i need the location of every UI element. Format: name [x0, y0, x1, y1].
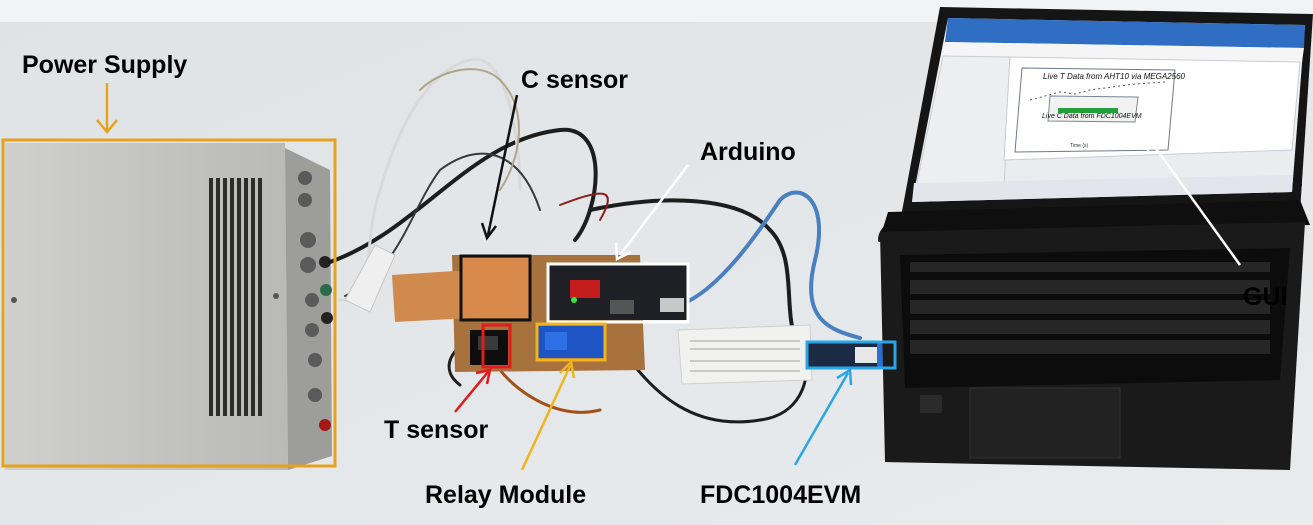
- relay-arrow: [520, 365, 572, 471]
- t-sensor-box: [481, 323, 512, 369]
- t-sensor-arrow: [454, 371, 489, 413]
- power-supply-box: [1, 138, 337, 468]
- screen-axis-label: Time (s): [1070, 143, 1088, 149]
- t-sensor-label: T sensor: [384, 416, 489, 444]
- gui-label: GUI: [1243, 283, 1288, 311]
- arduino-box: [546, 262, 690, 324]
- screen-plot-subtitle: Live C Data from FDC1004EVM: [1042, 113, 1142, 120]
- c-sensor-box: [459, 254, 532, 322]
- fdc1004evm-label: FDC1004EVM: [700, 481, 862, 509]
- power-supply-label: Power Supply: [22, 51, 188, 79]
- fdc-arrow: [793, 372, 850, 466]
- arduino-label: Arduino: [700, 138, 796, 166]
- screen-plot-title: Live T Data from AHT10 via MEGA2560: [1043, 72, 1186, 81]
- cable-adapter: [344, 244, 396, 313]
- gui-arrow: [1148, 139, 1242, 266]
- relay-module-box: [535, 322, 607, 362]
- power-supply-unit: [5, 143, 333, 470]
- breadboard: [677, 324, 813, 385]
- fdc1004evm-board: [808, 343, 889, 367]
- laptop: [880, 7, 1313, 470]
- relay-module-label: Relay Module: [425, 481, 587, 509]
- c-sensor-arrow: [486, 94, 519, 236]
- c-sensor-label: C sensor: [521, 66, 628, 94]
- arduino-arrow: [619, 164, 689, 256]
